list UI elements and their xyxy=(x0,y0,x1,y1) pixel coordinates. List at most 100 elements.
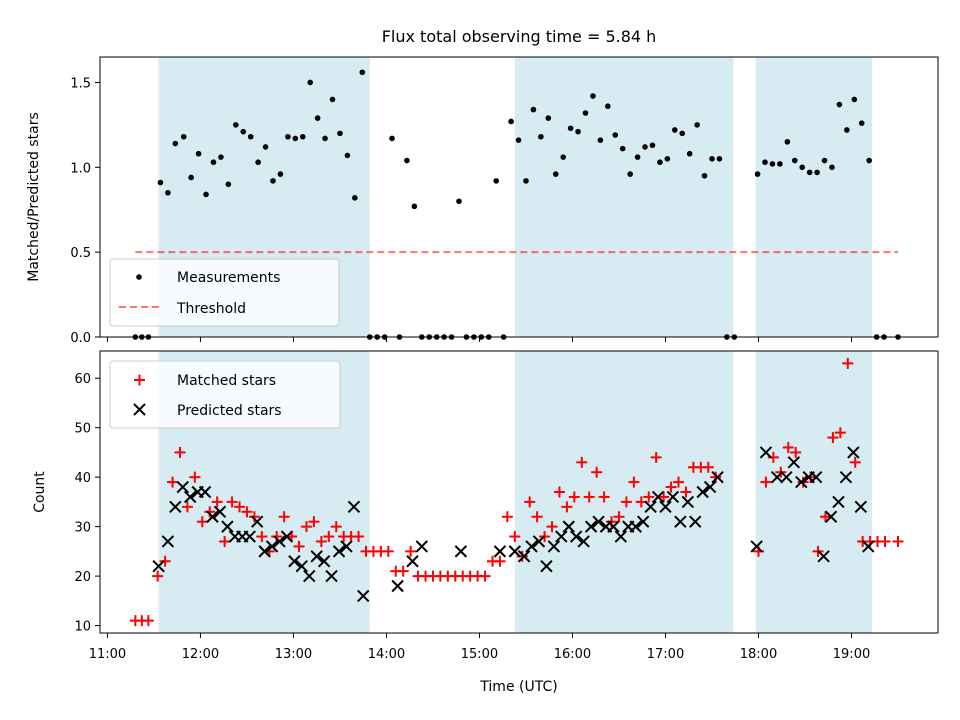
predicted-star-point xyxy=(406,555,419,568)
matched-star-point xyxy=(167,476,179,488)
x-axis-label: Time (UTC) xyxy=(479,679,557,695)
measurements-series xyxy=(132,69,901,340)
measurement-point xyxy=(180,133,187,140)
x-stroke xyxy=(161,535,175,548)
bottom-legend-box xyxy=(109,360,341,429)
matched-star-point xyxy=(405,545,417,557)
measurement-point xyxy=(165,189,171,196)
shaded-interval xyxy=(755,57,872,337)
x-tick-label: 19:00 xyxy=(833,647,870,662)
matched-star-point xyxy=(702,461,714,473)
measurement-point xyxy=(232,122,239,128)
x-stroke xyxy=(607,520,620,533)
bottom-y-ticks: 10 20 30 40 50 60 xyxy=(74,372,100,635)
predicted-star-point xyxy=(689,515,702,528)
x-stroke xyxy=(243,530,256,543)
predicted-star-point xyxy=(169,500,182,514)
predicted-star-point xyxy=(759,446,773,459)
predicted-star-point xyxy=(809,470,823,484)
measurement-point xyxy=(314,115,321,121)
predicted-star-point xyxy=(454,545,468,558)
matched-star-point xyxy=(834,427,846,439)
matched-star-point xyxy=(308,516,320,528)
measurement-point xyxy=(285,133,291,140)
predicted-star-point xyxy=(555,530,568,543)
matched-star-point xyxy=(524,496,536,508)
measurement-point xyxy=(619,145,626,152)
x-stroke xyxy=(493,545,507,558)
matched-star-point xyxy=(819,511,831,523)
measurement-point xyxy=(195,150,202,157)
top-legend-box xyxy=(109,258,340,327)
measurement-point xyxy=(255,159,261,166)
matched-star-point xyxy=(204,506,216,518)
predicted-star-point xyxy=(750,540,763,553)
predicted-star-point xyxy=(681,495,695,509)
x-stroke xyxy=(152,560,165,573)
measurement-point xyxy=(664,156,671,162)
x-tick-label: 17:00 xyxy=(647,647,684,662)
x-stroke xyxy=(787,456,801,469)
predicted-star-point xyxy=(795,475,808,489)
matched-star-point xyxy=(628,476,640,488)
matched-star-point xyxy=(546,521,558,533)
predicted-star-point xyxy=(198,485,212,499)
predicted-star-point xyxy=(577,535,590,548)
predicted-star-point xyxy=(569,530,583,543)
predicted-star-point xyxy=(317,555,331,568)
x-stroke xyxy=(508,545,522,558)
matched-star-point xyxy=(568,491,580,503)
x-stroke xyxy=(540,560,553,573)
measurement-point xyxy=(627,171,633,177)
predicted-star-point xyxy=(288,555,301,568)
predicted-star-point xyxy=(176,480,189,494)
x-tick-label: 12:00 xyxy=(182,647,219,662)
matched-star-point xyxy=(842,357,854,369)
measurement-point xyxy=(240,128,247,135)
measurement-point xyxy=(508,118,514,125)
matched-star-point xyxy=(152,570,164,582)
matched-star-point xyxy=(790,446,802,458)
predicted-star-point xyxy=(357,589,370,603)
x-stroke xyxy=(206,510,219,523)
y-tick-label: 60 xyxy=(74,372,91,387)
x-stroke xyxy=(258,545,271,558)
measurement-point xyxy=(172,140,179,147)
predicted-star-point xyxy=(824,510,838,523)
measurement-point xyxy=(851,96,858,103)
matched-star-point xyxy=(827,432,839,444)
matched-star-point xyxy=(181,501,193,513)
matched-star-point xyxy=(849,456,861,468)
x-stroke xyxy=(592,515,605,528)
predicted-star-point xyxy=(280,530,294,543)
measurement-point xyxy=(784,139,791,145)
predicted-star-point xyxy=(243,530,256,543)
x-stroke xyxy=(391,579,404,593)
predicted-star-point xyxy=(184,490,197,504)
measurement-point xyxy=(671,127,678,133)
predicted-star-point xyxy=(540,560,553,573)
predicted-star-point xyxy=(839,470,853,484)
matched-star-point xyxy=(591,466,603,478)
measurement-point xyxy=(701,172,708,179)
measurement-point xyxy=(389,135,395,142)
measurement-point xyxy=(225,181,232,188)
top-legend: Measurements Threshold xyxy=(109,258,340,327)
predicted-star-point xyxy=(391,579,404,593)
measurement-point xyxy=(791,157,798,164)
matched-star-point xyxy=(323,531,335,543)
x-stroke xyxy=(406,555,419,568)
x-stroke xyxy=(213,505,227,518)
predicted-star-point xyxy=(265,540,279,553)
predicted-star-point xyxy=(614,530,628,543)
matched-star-point xyxy=(892,535,904,547)
x-stroke xyxy=(532,535,546,548)
matched-star-point xyxy=(710,471,722,483)
matched-star-point xyxy=(271,531,283,543)
measurement-point xyxy=(858,120,865,126)
matched-star-point xyxy=(501,511,513,523)
matched-star-point xyxy=(293,540,305,552)
measurement-point xyxy=(590,93,596,99)
matched-star-point xyxy=(142,615,154,627)
y-tick-label: 0.0 xyxy=(70,331,91,346)
